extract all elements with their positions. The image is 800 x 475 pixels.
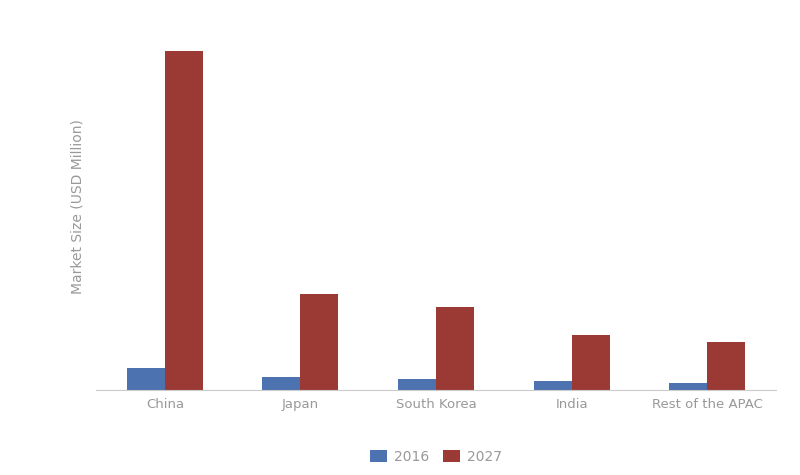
Bar	[262, 377, 301, 389]
Bar	[127, 368, 165, 390]
Legend: 2016, 2027: 2016, 2027	[365, 444, 507, 469]
Bar	[534, 381, 571, 389]
Bar	[707, 342, 745, 390]
Bar	[398, 379, 436, 390]
Bar	[436, 307, 474, 389]
Y-axis label: Market Size (USD Million): Market Size (USD Million)	[71, 119, 85, 294]
Bar	[165, 51, 203, 390]
Bar	[571, 334, 610, 390]
Bar	[301, 294, 338, 390]
Bar	[669, 382, 707, 389]
